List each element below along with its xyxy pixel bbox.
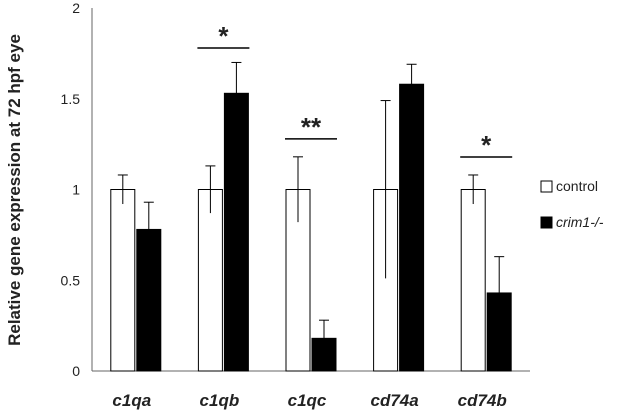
- significance-label: *: [481, 130, 492, 160]
- category-label: c1qa: [112, 391, 151, 410]
- legend: control crim1-/-: [540, 178, 604, 230]
- category-label: c1qc: [288, 391, 327, 410]
- legend-swatch-crim1: [540, 216, 553, 229]
- category-label: cd74a: [370, 391, 418, 410]
- significance-label: *: [218, 21, 229, 51]
- bar-crim1-cd74a: [399, 83, 425, 372]
- bars: [110, 83, 512, 372]
- category-labels: c1qa c1qb c1qc cd74a cd74b: [112, 391, 506, 410]
- bar-control-cd74b: [460, 189, 486, 372]
- y-tick-labels: 0 0.5 1 1.5 2: [61, 0, 81, 379]
- bar-control-c1qa: [110, 189, 136, 372]
- y-tick-label: 1: [72, 182, 80, 198]
- y-tick-label: 0: [72, 363, 80, 379]
- y-tick-label: 0.5: [61, 272, 81, 288]
- bar-control-c1qb: [197, 189, 223, 372]
- legend-label-control: control: [556, 178, 598, 194]
- error-bars: [117, 61, 505, 357]
- category-label: cd74b: [458, 391, 507, 410]
- y-tick-label: 1.5: [61, 91, 81, 107]
- y-tick-label: 2: [72, 0, 80, 16]
- category-label: c1qb: [200, 391, 240, 410]
- y-axis-label: Relative gene expression at 72 hpf eye: [5, 34, 24, 346]
- bar-crim1-c1qb: [223, 92, 249, 372]
- legend-swatch-control: [540, 180, 553, 193]
- legend-label-crim1: crim1-/-: [556, 214, 604, 230]
- significance-markers: ****: [197, 21, 513, 160]
- significance-label: **: [301, 112, 322, 142]
